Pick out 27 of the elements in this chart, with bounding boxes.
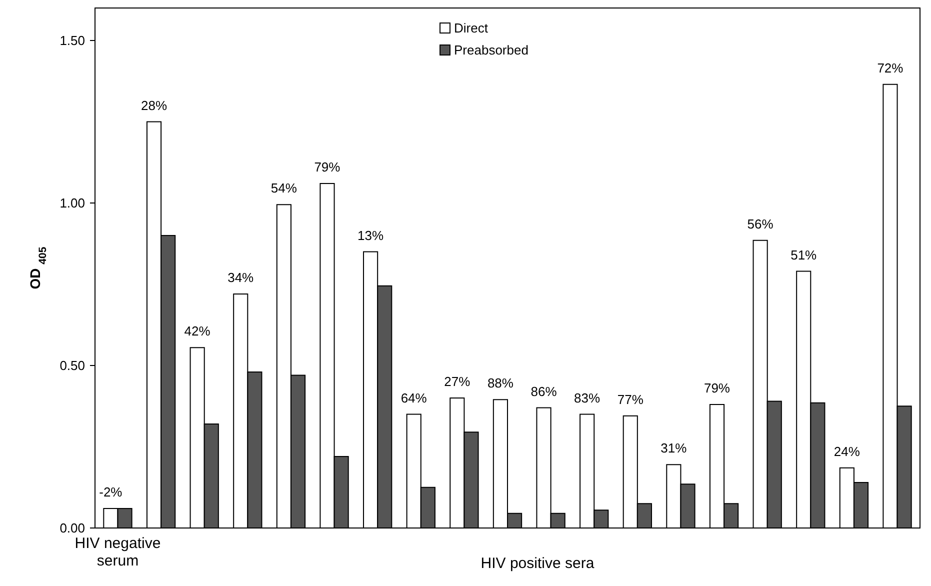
- annotation: 28%: [140, 98, 168, 113]
- annotation: 77%: [617, 392, 644, 407]
- annotation: 79%: [314, 160, 341, 174]
- annotation: 51%: [790, 247, 818, 262]
- annotation: 24%: [834, 444, 860, 459]
- y-tick-label: 0.50: [60, 358, 85, 374]
- annotation: 86%: [530, 384, 558, 399]
- y-tick-label: 1.50: [60, 33, 85, 48]
- legend-label: Preabsorbed: [454, 42, 528, 58]
- annotation: 27%: [444, 374, 471, 389]
- annotation: 88%: [487, 376, 514, 391]
- x-tick-label: HIV negative serum: [74, 535, 161, 570]
- annotation: 13%: [358, 228, 384, 243]
- annotation: 56%: [747, 216, 774, 232]
- annotation: 54%: [270, 180, 298, 196]
- text: HIV positive sera: [480, 555, 595, 572]
- annotation: 64%: [400, 390, 428, 406]
- y-tick-label: 1.00: [60, 196, 85, 211]
- annotation: 83%: [574, 390, 601, 406]
- annotation: 31%: [660, 440, 688, 456]
- annotation: 72%: [877, 60, 904, 76]
- y-tick-label: 0.00: [60, 520, 85, 536]
- annotation: 42%: [184, 324, 211, 339]
- legend-label: Direct: [454, 20, 488, 36]
- annotation: -2%: [99, 484, 123, 500]
- annotation: 79%: [704, 380, 730, 396]
- annotation: 34%: [228, 270, 254, 285]
